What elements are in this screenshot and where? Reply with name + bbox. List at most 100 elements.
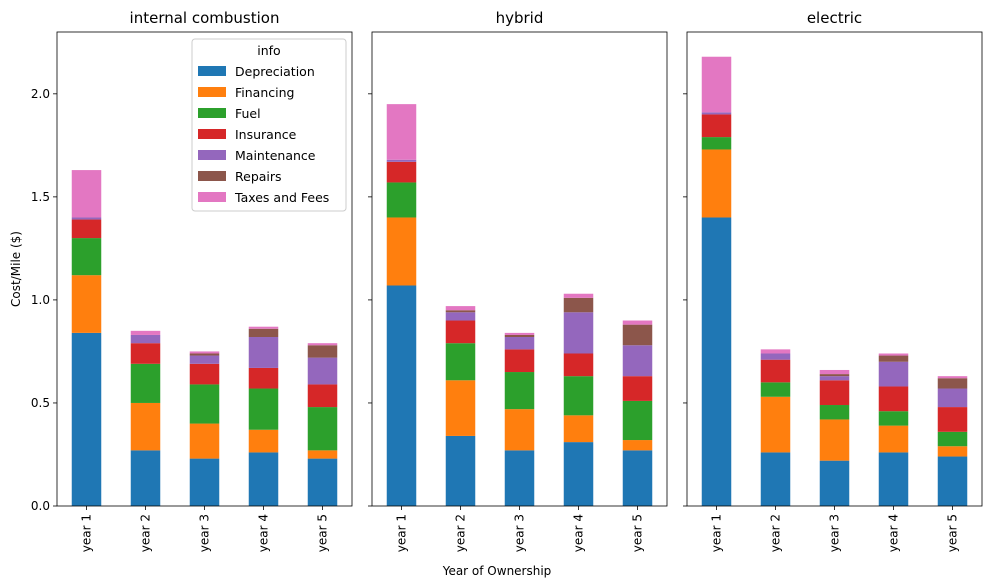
panel-electric: year 1 year 2 year 3 year 4 year 5 electric [683, 9, 983, 552]
bar-segment-financing [189, 423, 220, 459]
legend-swatch [198, 129, 226, 139]
bar-segment-depreciation [937, 456, 968, 506]
bar-segment-insurance [937, 407, 968, 432]
bar-segment-taxes-and-fees [622, 320, 653, 325]
bar-segment-depreciation [878, 452, 909, 506]
bar-segment-depreciation [445, 435, 476, 506]
bar-segment-financing [819, 419, 850, 461]
bar-segment-financing [878, 425, 909, 453]
bar-segment-maintenance [307, 357, 338, 385]
bar-segment-financing [622, 440, 653, 451]
bar-segment-maintenance [878, 361, 909, 387]
bar-segment-fuel [878, 411, 909, 426]
panel-title: hybrid [496, 9, 544, 27]
x-tick-label: year 4 [257, 514, 271, 552]
legend-entry: Financing [235, 85, 294, 100]
bar-segment-depreciation [386, 285, 417, 506]
bar-segment-insurance [307, 384, 338, 408]
bar-segment-repairs [819, 374, 850, 377]
bar-segment-fuel [445, 343, 476, 381]
x-tick-label: year 1 [710, 514, 724, 552]
bar-segment-taxes-and-fees [71, 170, 102, 218]
bar-segment-repairs [937, 378, 968, 389]
legend-frame [191, 38, 347, 212]
bar-segment-maintenance [445, 312, 476, 321]
x-tick-label: year 2 [139, 514, 153, 552]
panel-internal-combustion: year 1 year 2 year 3 year 4 year 5 internal c… [31, 9, 353, 552]
legend-entry: Insurance [235, 127, 297, 142]
bar-segment-maintenance [386, 159, 417, 162]
x-tick-label: year 3 [828, 514, 842, 552]
x-tick-label: year 1 [395, 514, 409, 552]
bar-segment-repairs [248, 328, 279, 338]
bar-segment-depreciation [307, 458, 338, 506]
bar-segment-repairs [563, 297, 594, 313]
bar-segment-financing [130, 402, 161, 451]
bar-segment-financing [701, 149, 732, 218]
bar-segment-fuel [386, 182, 417, 218]
bar-segment-taxes-and-fees [819, 369, 850, 375]
bar-segment-financing [563, 415, 594, 443]
bar-segment-taxes-and-fees [878, 353, 909, 356]
legend-entry: Depreciation [235, 64, 315, 79]
bar-segment-insurance [819, 380, 850, 406]
legend-swatch [198, 150, 226, 160]
y-tick-label: 0.0 [31, 499, 50, 513]
bar-segment-insurance [622, 376, 653, 401]
legend-title: info [257, 43, 280, 58]
legend-swatch [198, 192, 226, 202]
legend-entry: Maintenance [235, 148, 316, 163]
legend-swatch [198, 108, 226, 118]
bar-segment-taxes-and-fees [130, 330, 161, 335]
bar-segment-financing [71, 275, 102, 333]
legend-swatch [198, 66, 226, 76]
bar-segment-depreciation [248, 452, 279, 506]
bar-segment-taxes-and-fees [307, 343, 338, 346]
bar-segment-maintenance [622, 345, 653, 377]
x-axis-label: Year of Ownership [442, 564, 552, 578]
bar-segment-taxes-and-fees [386, 104, 417, 160]
bar-segment-insurance [504, 349, 535, 373]
bar-segment-depreciation [819, 460, 850, 506]
bar-segment-maintenance [189, 355, 220, 364]
bar-segment-taxes-and-fees [760, 349, 791, 354]
bar-segment-repairs [878, 355, 909, 362]
bar-segment-fuel [504, 372, 535, 410]
bar-segment-maintenance [504, 337, 535, 350]
x-tick-label: year 5 [316, 514, 330, 552]
bar-segment-depreciation [563, 442, 594, 506]
panel-title: internal combustion [130, 9, 280, 27]
y-tick-label: 1.0 [31, 293, 50, 307]
bar-segment-insurance [386, 161, 417, 183]
bar-segment-insurance [248, 367, 279, 389]
legend-swatch [198, 87, 226, 97]
legend: info Depreciation Financing Fuel Insurance Ma… [191, 38, 347, 212]
panel-hybrid: year 1 year 2 year 3 year 4 year 5 hybrid [368, 9, 668, 552]
bar-segment-depreciation [701, 217, 732, 507]
bar-segment-insurance [189, 363, 220, 385]
x-tick-label: year 5 [631, 514, 645, 552]
bar-segment-depreciation [189, 458, 220, 506]
bar-segment-repairs [307, 345, 338, 358]
bar-segment-fuel [819, 405, 850, 420]
bar-segment-maintenance [71, 217, 102, 220]
bar-segment-taxes-and-fees [248, 326, 279, 329]
bar-segment-fuel [189, 384, 220, 424]
y-tick-label: 0.5 [31, 396, 50, 410]
bar-segment-financing [307, 450, 338, 459]
bar-segment-financing [937, 446, 968, 457]
bar-segment-fuel [701, 137, 732, 150]
bar-segment-fuel [248, 388, 279, 430]
bar-segment-fuel [130, 363, 161, 403]
bar-segment-depreciation [71, 332, 102, 506]
bar-segment-taxes-and-fees [445, 306, 476, 311]
y-tick-label: 2.0 [31, 87, 50, 101]
bar-segment-repairs [189, 353, 220, 356]
bar-segment-maintenance [760, 353, 791, 360]
bar-segment-fuel [622, 400, 653, 441]
bar-segment-financing [386, 217, 417, 286]
y-axis-label: Cost/Mile ($) [9, 231, 23, 307]
bar-segment-insurance [760, 359, 791, 383]
bar-segment-depreciation [504, 450, 535, 506]
bar-segment-depreciation [622, 450, 653, 506]
